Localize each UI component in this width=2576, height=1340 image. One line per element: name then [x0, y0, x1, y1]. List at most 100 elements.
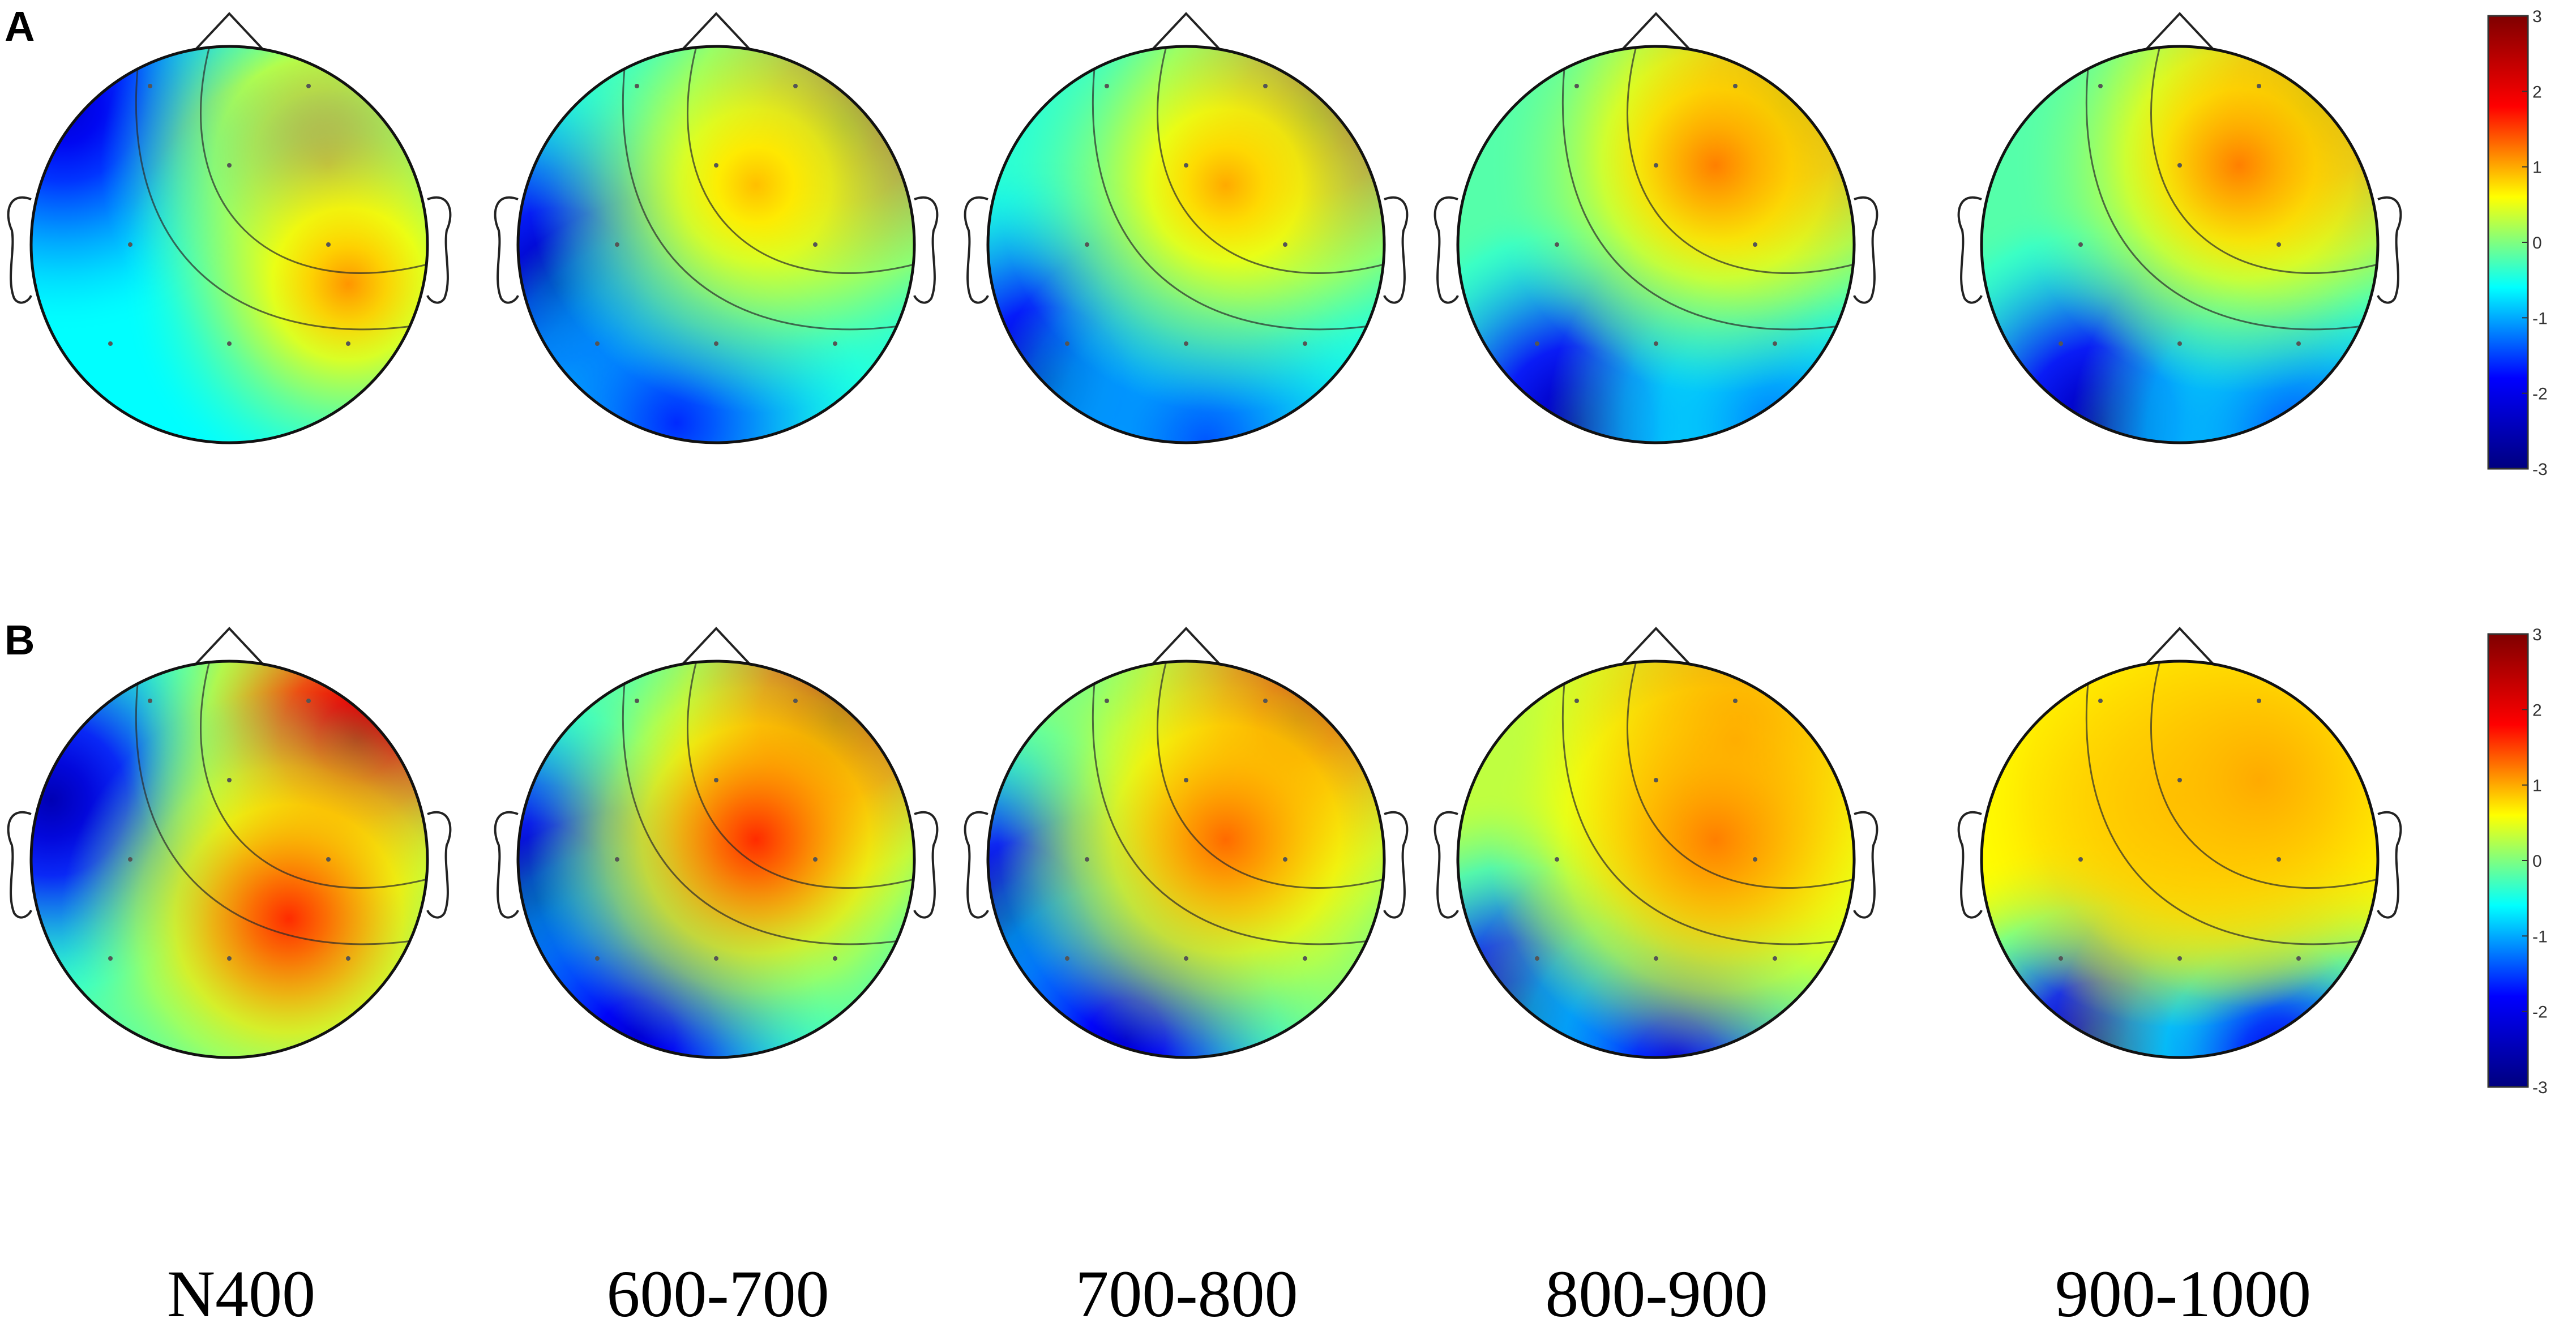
- time-window-label-700-800: 700-800: [1075, 1257, 1298, 1331]
- electrode-marker: [2059, 956, 2063, 961]
- nose-outline: [1620, 627, 1692, 667]
- head-outline: [1456, 660, 1856, 1059]
- electrode-marker: [2257, 84, 2261, 88]
- row-label-a: A: [5, 3, 35, 50]
- electrode-marker: [595, 341, 600, 346]
- electrode-marker: [1773, 341, 1777, 346]
- electrode-marker: [227, 956, 232, 961]
- scalp-map-a-700-800: [964, 12, 1409, 444]
- isopotential-contour: [1092, 46, 1384, 331]
- electrode-marker: [1065, 341, 1069, 346]
- left-ear-outline: [964, 811, 989, 919]
- scalp-map-b-900-1000: [1957, 627, 2402, 1059]
- isopotential-contour: [1627, 46, 1854, 274]
- electrode-marker: [1184, 341, 1188, 346]
- head-outline: [1980, 660, 2380, 1059]
- isopotential-contour: [2085, 46, 2378, 331]
- colorbar-a: 3 2 1 0 -1 -2 -3: [2487, 7, 2548, 479]
- isopotential-contour: [2150, 661, 2378, 889]
- colorbar-tick-label: 3: [2532, 626, 2542, 644]
- electrode-marker: [615, 857, 619, 862]
- left-ear-outline: [494, 196, 519, 304]
- nose-outline: [193, 12, 266, 52]
- left-ear-outline: [1434, 196, 1459, 304]
- left-ear-outline: [1957, 196, 1983, 304]
- electrode-marker: [1733, 699, 1738, 703]
- electrode-marker: [128, 242, 132, 247]
- electrode-marker: [2059, 341, 2063, 346]
- isopotential-contour: [1561, 46, 1854, 331]
- electrode-marker: [1184, 778, 1188, 782]
- electrode-marker: [1654, 341, 1658, 346]
- electrode-marker: [635, 84, 639, 88]
- electrode-marker: [1184, 163, 1188, 168]
- electrode-marker: [833, 341, 837, 346]
- electrode-marker: [326, 857, 331, 862]
- electrode-marker: [635, 699, 639, 703]
- isopotential-contour: [1092, 661, 1384, 945]
- time-window-label-900-1000: 900-1000: [2055, 1257, 2312, 1331]
- left-ear-outline: [7, 196, 32, 304]
- isopotential-contour: [135, 661, 427, 945]
- nose-outline: [193, 627, 266, 667]
- electrode-marker: [1263, 84, 1268, 88]
- colorbar-tick-label: 1: [2532, 159, 2542, 177]
- electrode-marker: [1283, 242, 1287, 247]
- electrode-marker: [1733, 84, 1738, 88]
- scalp-map-a-800-900: [1434, 12, 1878, 444]
- left-ear-outline: [494, 811, 519, 919]
- head-outline: [29, 660, 429, 1059]
- isopotential-contour: [135, 46, 427, 331]
- scalp-map-a-900-1000: [1957, 12, 2402, 444]
- electrode-marker: [595, 956, 600, 961]
- isopotential-contour: [200, 661, 427, 889]
- electrode-marker: [1753, 242, 1757, 247]
- head-outline: [1456, 45, 1856, 444]
- electrode-marker: [2257, 699, 2261, 703]
- right-ear-outline: [426, 196, 452, 304]
- head-outline: [986, 45, 1386, 444]
- isopotential-contour: [622, 46, 914, 331]
- left-ear-outline: [1434, 811, 1459, 919]
- right-ear-outline: [2377, 811, 2402, 919]
- electrode-marker: [714, 341, 718, 346]
- right-ear-outline: [1383, 196, 1409, 304]
- electrode-marker: [813, 857, 818, 862]
- isopotential-contour: [2085, 661, 2378, 945]
- electrode-marker: [227, 163, 232, 168]
- electrode-marker: [148, 84, 152, 88]
- isopotential-contour: [687, 661, 914, 889]
- colorbars-layer: 3 2 1 0 -1 -2 -3 3 2 1 0 -1 -2 -3: [2487, 7, 2548, 1097]
- electrode-marker: [615, 242, 619, 247]
- electrode-marker: [1574, 84, 1579, 88]
- colorbar-b: 3 2 1 0 -1 -2 -3: [2487, 626, 2548, 1097]
- right-ear-outline: [1853, 811, 1878, 919]
- isopotential-contour: [1157, 46, 1384, 274]
- right-ear-outline: [2377, 196, 2402, 304]
- electrode-marker: [2177, 956, 2182, 961]
- electrode-marker: [1753, 857, 1757, 862]
- electrode-marker: [2296, 956, 2301, 961]
- electrode-marker: [1263, 699, 1268, 703]
- isopotential-contour: [1627, 661, 1854, 889]
- electrode-marker: [833, 956, 837, 961]
- nose-outline: [1150, 12, 1222, 52]
- isopotential-contour: [200, 46, 427, 274]
- positive-potential-region: [120, 56, 427, 443]
- nose-outline: [1150, 627, 1222, 667]
- colorbar-tick-label: 2: [2532, 701, 2542, 720]
- electrode-marker: [108, 341, 113, 346]
- colorbar-tick-label: -3: [2532, 1078, 2548, 1097]
- electrode-marker: [1105, 84, 1109, 88]
- row-label-b: B: [5, 617, 35, 663]
- right-ear-outline: [426, 811, 452, 919]
- head-outline: [516, 45, 916, 444]
- time-window-label-n400: N400: [166, 1257, 316, 1331]
- colorbar-tick-label: 3: [2532, 7, 2542, 26]
- electrode-marker: [714, 778, 718, 782]
- scalp-map-b-700-800: [964, 627, 1409, 1059]
- right-ear-outline: [913, 811, 939, 919]
- nose-outline: [2143, 627, 2216, 667]
- nose-outline: [1620, 12, 1692, 52]
- electrode-marker: [346, 956, 350, 961]
